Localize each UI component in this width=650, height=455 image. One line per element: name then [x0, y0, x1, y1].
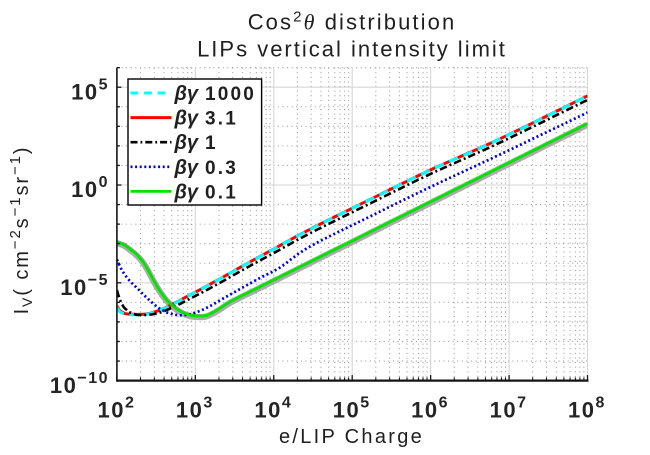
svg-text:LIPs vertical intensity limit: LIPs vertical intensity limit [197, 37, 507, 62]
svg-text:e/LIP Charge: e/LIP Charge [279, 426, 424, 448]
svg-text:βγ: βγ [174, 83, 200, 105]
svg-text:1: 1 [205, 133, 218, 154]
svg-text:1000: 1000 [205, 84, 256, 105]
svg-text:βγ: βγ [174, 157, 200, 179]
svg-text:0.1: 0.1 [205, 182, 238, 203]
svg-text:3.1: 3.1 [205, 109, 238, 130]
svg-text:βγ: βγ [174, 108, 200, 130]
svg-text:106: 106 [411, 395, 449, 423]
svg-text:βγ: βγ [174, 181, 200, 203]
svg-text:0.3: 0.3 [205, 158, 238, 179]
svg-text:Cos2θ distribution: Cos2θ distribution [248, 9, 457, 35]
svg-text:βγ: βγ [174, 132, 200, 154]
